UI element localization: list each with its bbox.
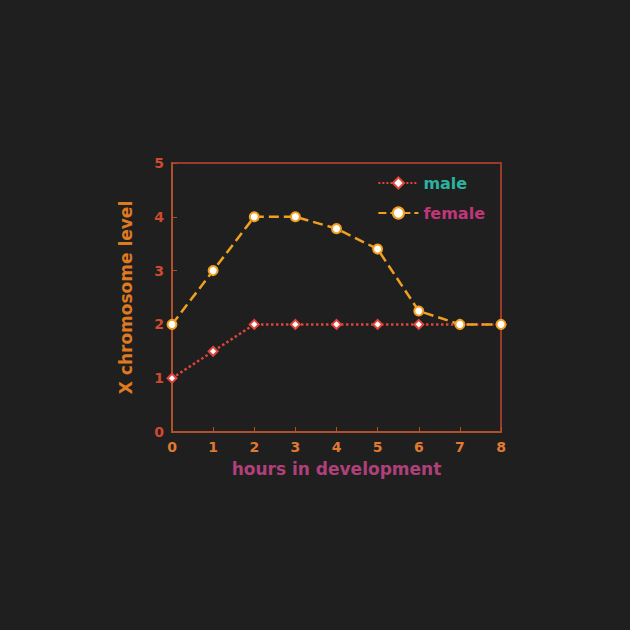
svg-text:6: 6 [414,439,424,455]
svg-text:2: 2 [154,316,164,332]
svg-text:3: 3 [291,439,301,455]
svg-text:0: 0 [154,424,164,440]
svg-text:0: 0 [167,439,177,455]
svg-text:female: female [423,204,485,223]
svg-text:7: 7 [455,439,465,455]
svg-text:4: 4 [154,209,164,225]
svg-text:male: male [423,174,467,193]
svg-text:2: 2 [249,439,259,455]
svg-text:X chromosome level: X chromosome level [116,201,136,394]
svg-text:5: 5 [373,439,383,455]
svg-text:1: 1 [208,439,218,455]
svg-text:8: 8 [496,439,506,455]
svg-text:hours in development: hours in development [232,459,442,479]
svg-text:1: 1 [154,370,164,386]
svg-text:5: 5 [154,155,164,171]
svg-text:3: 3 [154,263,164,279]
svg-text:4: 4 [332,439,342,455]
